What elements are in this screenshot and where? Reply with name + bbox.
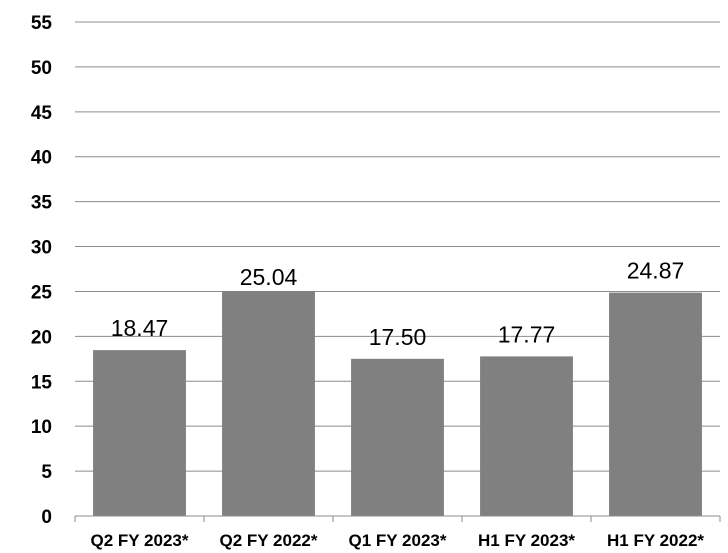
x-tick-label: Q2 FY 2022* xyxy=(220,531,318,550)
bar xyxy=(93,350,186,516)
y-tick-label: 10 xyxy=(31,417,52,438)
bar xyxy=(222,291,315,516)
data-label: 17.50 xyxy=(369,324,427,350)
y-tick-label: 45 xyxy=(31,103,53,124)
y-tick-label: 5 xyxy=(41,462,52,483)
y-tick-label: 50 xyxy=(31,58,52,79)
bar xyxy=(351,358,444,516)
x-tick-label: H1 FY 2022* xyxy=(607,531,704,550)
bars xyxy=(93,291,702,516)
x-axis-ticks: Q2 FY 2023* Q2 FY 2022* Q1 FY 2023* H1 FY 2… xyxy=(74,516,721,550)
x-tick-label: Q1 FY 2023* xyxy=(349,531,447,550)
bar xyxy=(480,356,573,516)
x-tick-label: Q2 FY 2023* xyxy=(91,531,189,550)
y-tick-label: 15 xyxy=(31,372,53,393)
y-tick-label: 20 xyxy=(31,327,52,348)
y-tick-label: 40 xyxy=(31,148,52,169)
x-tick-label: H1 FY 2023* xyxy=(478,531,575,550)
bar xyxy=(609,292,702,516)
y-tick-label: 25 xyxy=(31,282,53,303)
data-label: 25.04 xyxy=(240,264,298,290)
data-label: 24.87 xyxy=(627,258,685,284)
y-axis-ticks: 0 5 10 15 20 25 30 35 40 45 50 55 xyxy=(31,13,53,528)
y-tick-label: 0 xyxy=(41,507,52,528)
data-label: 18.47 xyxy=(111,315,169,341)
y-tick-label: 35 xyxy=(31,193,53,214)
y-tick-label: 30 xyxy=(31,238,52,259)
y-tick-label: 55 xyxy=(31,13,53,34)
data-label: 17.77 xyxy=(498,321,556,347)
data-labels: 18.47 25.04 17.50 17.77 24.87 xyxy=(111,258,685,350)
